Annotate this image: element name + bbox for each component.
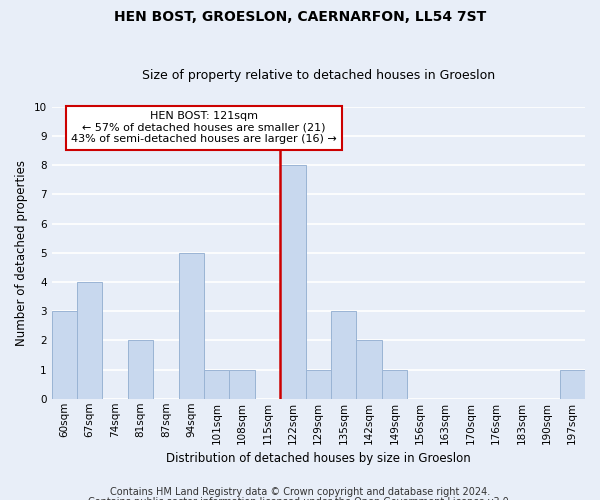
- Bar: [128, 340, 153, 399]
- Y-axis label: Number of detached properties: Number of detached properties: [15, 160, 28, 346]
- Bar: [204, 370, 229, 399]
- Title: Size of property relative to detached houses in Groeslon: Size of property relative to detached ho…: [142, 69, 495, 82]
- Bar: [52, 311, 77, 399]
- X-axis label: Distribution of detached houses by size in Groeslon: Distribution of detached houses by size …: [166, 452, 470, 465]
- Text: Contains public sector information licensed under the Open Government Licence v3: Contains public sector information licen…: [88, 497, 512, 500]
- Bar: [305, 370, 331, 399]
- Bar: [229, 370, 255, 399]
- Bar: [179, 253, 204, 399]
- Bar: [331, 311, 356, 399]
- Bar: [280, 165, 305, 399]
- Text: HEN BOST: 121sqm
← 57% of detached houses are smaller (21)
43% of semi-detached : HEN BOST: 121sqm ← 57% of detached house…: [71, 111, 337, 144]
- Bar: [560, 370, 585, 399]
- Bar: [382, 370, 407, 399]
- Bar: [356, 340, 382, 399]
- Text: Contains HM Land Registry data © Crown copyright and database right 2024.: Contains HM Land Registry data © Crown c…: [110, 487, 490, 497]
- Bar: [77, 282, 103, 399]
- Text: HEN BOST, GROESLON, CAERNARFON, LL54 7ST: HEN BOST, GROESLON, CAERNARFON, LL54 7ST: [114, 10, 486, 24]
